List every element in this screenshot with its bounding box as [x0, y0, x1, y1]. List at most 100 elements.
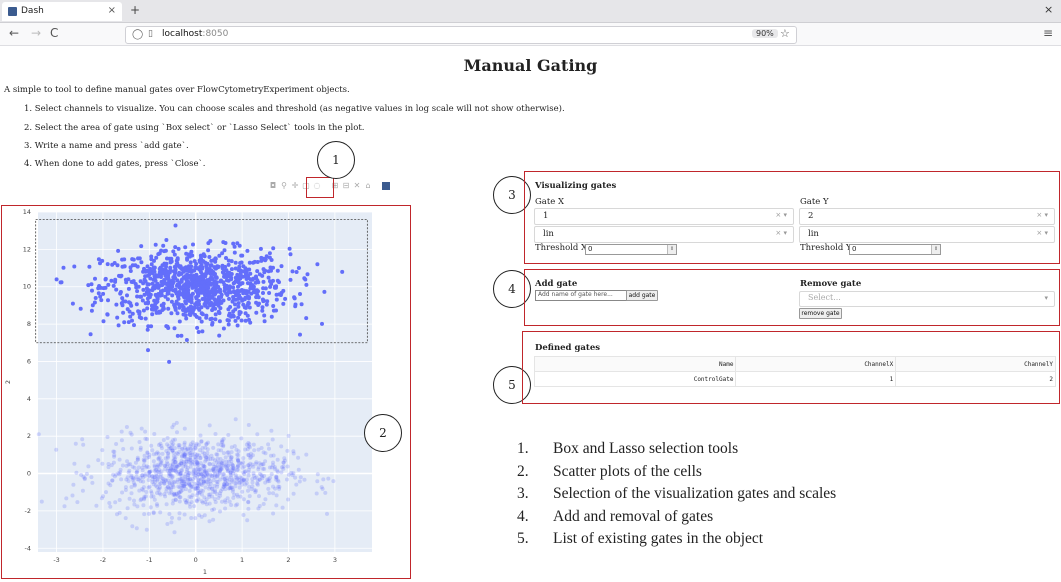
unselected-cell-point [190, 493, 195, 498]
clear-chevron-icon[interactable]: × ▾ [1036, 211, 1048, 219]
zoom-in-icon[interactable]: ⊞ [331, 181, 339, 190]
unselected-cell-point [186, 478, 191, 483]
unselected-cell-point [225, 478, 230, 483]
zoom-icon[interactable]: ⚲ [281, 181, 287, 190]
window-close-icon[interactable]: × [1044, 3, 1054, 16]
unselected-cell-point [158, 459, 163, 464]
browser-tab[interactable]: Dash × [2, 2, 122, 21]
zoom-out-icon[interactable]: ⊟ [342, 181, 350, 190]
unselected-cell-point [215, 472, 220, 477]
forward-icon[interactable]: → [31, 26, 42, 40]
unselected-cell-point [193, 486, 198, 490]
unselected-cell-point [154, 468, 159, 473]
clear-chevron-icon[interactable]: × ▾ [775, 211, 787, 219]
bookmark-star-icon[interactable]: ☆ [780, 27, 790, 40]
zoom-level-badge[interactable]: 90% [752, 29, 778, 38]
unselected-cell-point [319, 485, 324, 490]
defined-gates-panel: Defined gates Name ChannelX ChannelY Con… [522, 331, 1060, 404]
add-gate-button[interactable]: add gate [626, 290, 658, 301]
selected-cell-point [131, 257, 136, 262]
chevron-down-icon[interactable]: ▾ [1044, 294, 1048, 302]
unselected-cell-point [254, 460, 259, 465]
hamburger-menu-icon[interactable]: ≡ [1043, 26, 1054, 40]
unselected-cell-point [204, 457, 209, 462]
camera-icon[interactable]: ◘ [269, 181, 277, 190]
selected-cell-point [229, 267, 234, 272]
unselected-cell-point [188, 453, 193, 458]
unselected-cell-point [190, 461, 195, 466]
unselected-cell-point [218, 477, 223, 482]
unselected-cell-point [276, 484, 281, 489]
new-tab-button[interactable]: + [130, 3, 141, 17]
address-bar[interactable]: ◯ ▯ localhost:8050 90% ☆ [125, 26, 797, 44]
unselected-cell-point [134, 526, 139, 531]
unselected-cell-point [268, 475, 273, 480]
unselected-cell-point [223, 500, 228, 505]
plot-area[interactable] [38, 212, 372, 552]
unselected-cell-point [260, 466, 265, 471]
plotly-logo-icon[interactable] [381, 181, 391, 190]
unselected-cell-point [181, 459, 186, 464]
unselected-cell-point [246, 423, 251, 427]
table-row[interactable]: ControlGate 1 2 [533, 371, 1056, 387]
selected-cell-point [100, 258, 105, 263]
scale-x-value: lin [543, 229, 554, 239]
selected-cell-point [158, 293, 163, 298]
unselected-cell-point [157, 455, 162, 460]
unselected-cell-point [222, 463, 227, 468]
selected-cell-point [304, 316, 309, 321]
selected-cell-point [252, 259, 257, 264]
tab-close-icon[interactable]: × [107, 5, 116, 16]
selected-cell-point [158, 283, 162, 288]
unselected-cell-point [165, 478, 170, 483]
gate-y-dropdown[interactable]: 2 × ▾ [799, 208, 1055, 225]
reset-axes-icon[interactable]: ⌂ [365, 181, 371, 190]
spinner-icon[interactable]: ⇕ [931, 245, 940, 254]
selected-cell-point [183, 299, 188, 304]
header-channelx[interactable]: ChannelX [735, 356, 897, 372]
unselected-cell-point [154, 471, 159, 476]
selected-cell-point [184, 293, 189, 298]
header-channely[interactable]: ChannelY [895, 356, 1056, 372]
autoscale-icon[interactable]: ✕ [353, 181, 361, 190]
unselected-cell-point [162, 481, 167, 486]
clear-chevron-icon[interactable]: × ▾ [1036, 229, 1048, 237]
unselected-cell-point [272, 466, 277, 471]
unselected-cell-point [168, 487, 173, 492]
unselected-cell-point [178, 471, 183, 476]
header-name[interactable]: Name [533, 356, 737, 372]
threshold-y-input[interactable]: 0 ⇕ [849, 244, 941, 255]
unselected-cell-point [290, 473, 295, 478]
unselected-cell-point [251, 471, 256, 476]
gate-name-input[interactable]: Add name of gate here... [535, 290, 627, 301]
scale-x-dropdown[interactable]: lin × ▾ [534, 226, 794, 243]
unselected-cell-point [141, 488, 146, 493]
unselected-cell-point [164, 449, 169, 453]
selected-cell-point [151, 285, 156, 290]
scale-y-dropdown[interactable]: lin × ▾ [799, 226, 1055, 243]
selected-cell-point [204, 270, 209, 275]
unselected-cell-point [241, 478, 246, 483]
remove-gate-button[interactable]: remove gate [799, 308, 842, 319]
remove-gate-dropdown[interactable]: Select... ▾ [799, 291, 1055, 307]
selected-cell-point [274, 297, 279, 302]
back-icon[interactable]: ← [9, 26, 20, 40]
selected-cell-point [245, 248, 250, 253]
threshold-x-input[interactable]: 0 ⇕ [585, 244, 677, 255]
unselected-cell-point [198, 470, 203, 475]
unselected-cell-point [202, 451, 207, 456]
reload-icon[interactable]: C [50, 26, 59, 40]
pan-icon[interactable]: ✛ [291, 181, 299, 190]
clear-chevron-icon[interactable]: × ▾ [775, 229, 787, 237]
unselected-cell-point [179, 468, 184, 473]
lasso-select-icon[interactable]: ◌ [313, 181, 321, 190]
unselected-cell-point [178, 461, 183, 466]
selected-cell-point [149, 262, 154, 267]
figure-legend: 1. Box and Lasso selection tools 2. Scatte… [517, 440, 836, 553]
gate-x-dropdown[interactable]: 1 × ▾ [534, 208, 794, 225]
unselected-cell-point [196, 497, 201, 502]
spinner-icon[interactable]: ⇕ [667, 245, 676, 254]
unselected-cell-point [241, 470, 246, 475]
x-tick-label: 1 [240, 556, 244, 564]
